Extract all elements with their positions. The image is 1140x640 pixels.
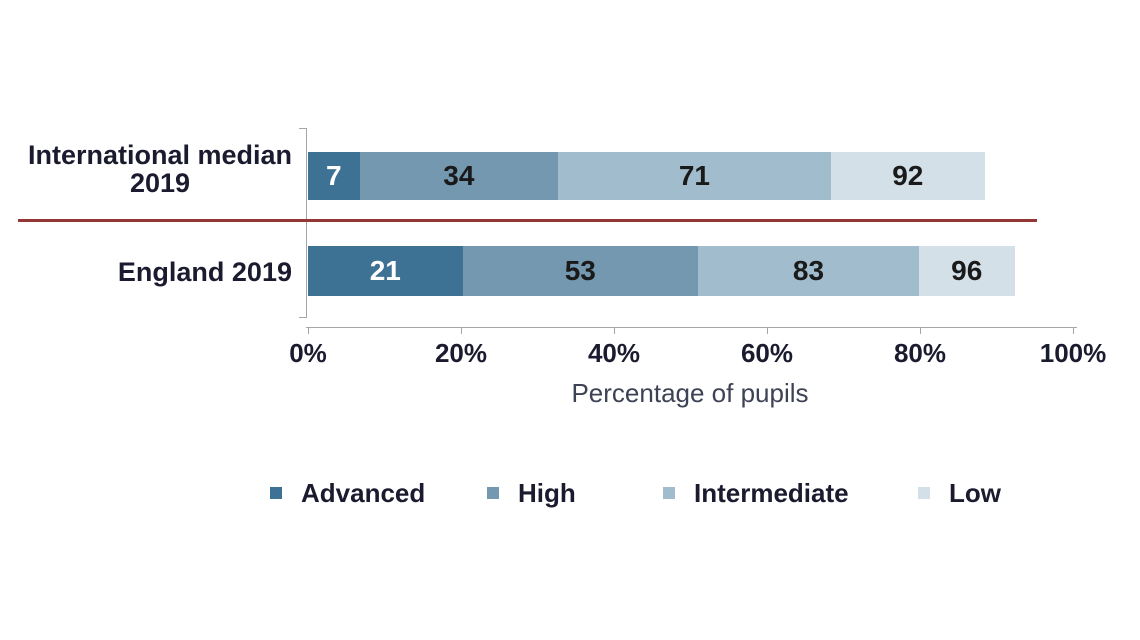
bar-segment-high: 34: [359, 152, 559, 200]
legend-swatch-icon: [918, 487, 930, 499]
category-label-line: England 2019: [117, 257, 292, 287]
legend-label: Low: [949, 477, 1001, 508]
x-axis-tick: [614, 328, 615, 334]
category-label: England 2019: [118, 258, 292, 286]
bar-segment-value: 96: [951, 255, 983, 286]
x-axis-tick: [767, 328, 768, 334]
separator-line: [18, 219, 1037, 222]
bar-segment-value: 71: [678, 160, 710, 191]
x-axis-tick: [1073, 328, 1074, 334]
legend-swatch-icon: [487, 487, 499, 499]
legend-item-high: High: [487, 478, 576, 508]
bar-row: 7 34 71 92: [308, 152, 1078, 200]
bar-segment-high: 53: [462, 246, 699, 296]
legend-label: Advanced: [301, 477, 426, 508]
x-axis-tick: [920, 328, 921, 334]
x-axis-tick-label: 100%: [1039, 338, 1107, 368]
category-axis-tick: [299, 317, 307, 318]
bar-segment-advanced: 7: [308, 152, 360, 200]
bar-segment-value: 83: [792, 255, 825, 286]
category-label-line: International median: [27, 140, 292, 170]
bar-segment-intermediate: 71: [558, 152, 831, 200]
category-label-line: 2019: [129, 168, 191, 198]
legend-label: High: [518, 477, 576, 508]
bar-row: 21 53 83 96: [308, 246, 1078, 296]
bar-segment-value: 53: [564, 255, 596, 286]
bar-segment-value: 7: [325, 160, 342, 191]
legend-swatch-icon: [663, 487, 675, 499]
x-axis-tick-label: 20%: [434, 338, 488, 368]
legend-swatch-icon: [270, 487, 282, 499]
bar-segment-low: 92: [830, 152, 986, 200]
category-axis-line: [306, 128, 307, 318]
category-label: International median 2019: [28, 141, 292, 197]
bar-segment-value: 34: [443, 160, 475, 191]
x-axis-tick-label: 40%: [587, 338, 641, 368]
category-axis-tick: [299, 128, 307, 129]
legend-item-low: Low: [918, 478, 1001, 508]
x-axis-tick: [461, 328, 462, 334]
x-axis-tick-label: 0%: [289, 338, 327, 368]
legend-label: Intermediate: [694, 477, 849, 508]
bar-segment-value: 92: [892, 160, 924, 191]
bar-segment-value: 21: [369, 255, 401, 286]
bar-segment-intermediate: 83: [698, 246, 919, 296]
legend-item-intermediate: Intermediate: [663, 478, 849, 508]
x-axis-tick-label: 60%: [740, 338, 794, 368]
x-axis-tick: [308, 328, 309, 334]
x-axis-tick-label: 80%: [893, 338, 947, 368]
legend-item-advanced: Advanced: [270, 478, 425, 508]
bar-segment-low: 96: [918, 246, 1015, 296]
bar-segment-advanced: 21: [308, 246, 463, 296]
x-axis-line: [306, 327, 1077, 328]
x-axis-title: Percentage of pupils: [571, 378, 809, 408]
